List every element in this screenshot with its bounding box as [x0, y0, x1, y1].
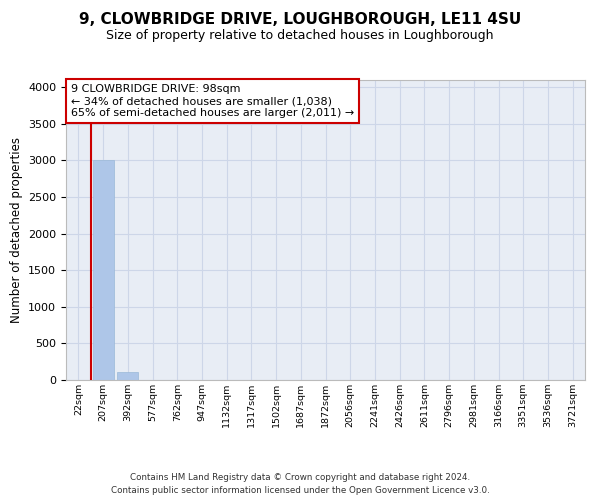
Bar — [117, 372, 138, 380]
Text: Size of property relative to detached houses in Loughborough: Size of property relative to detached ho… — [106, 29, 494, 42]
Bar — [92, 160, 113, 380]
Text: 9 CLOWBRIDGE DRIVE: 98sqm
← 34% of detached houses are smaller (1,038)
65% of se: 9 CLOWBRIDGE DRIVE: 98sqm ← 34% of detac… — [71, 84, 355, 117]
Text: Contains HM Land Registry data © Crown copyright and database right 2024.
Contai: Contains HM Land Registry data © Crown c… — [110, 473, 490, 495]
Text: 9, CLOWBRIDGE DRIVE, LOUGHBOROUGH, LE11 4SU: 9, CLOWBRIDGE DRIVE, LOUGHBOROUGH, LE11 … — [79, 12, 521, 28]
Y-axis label: Number of detached properties: Number of detached properties — [10, 137, 23, 323]
